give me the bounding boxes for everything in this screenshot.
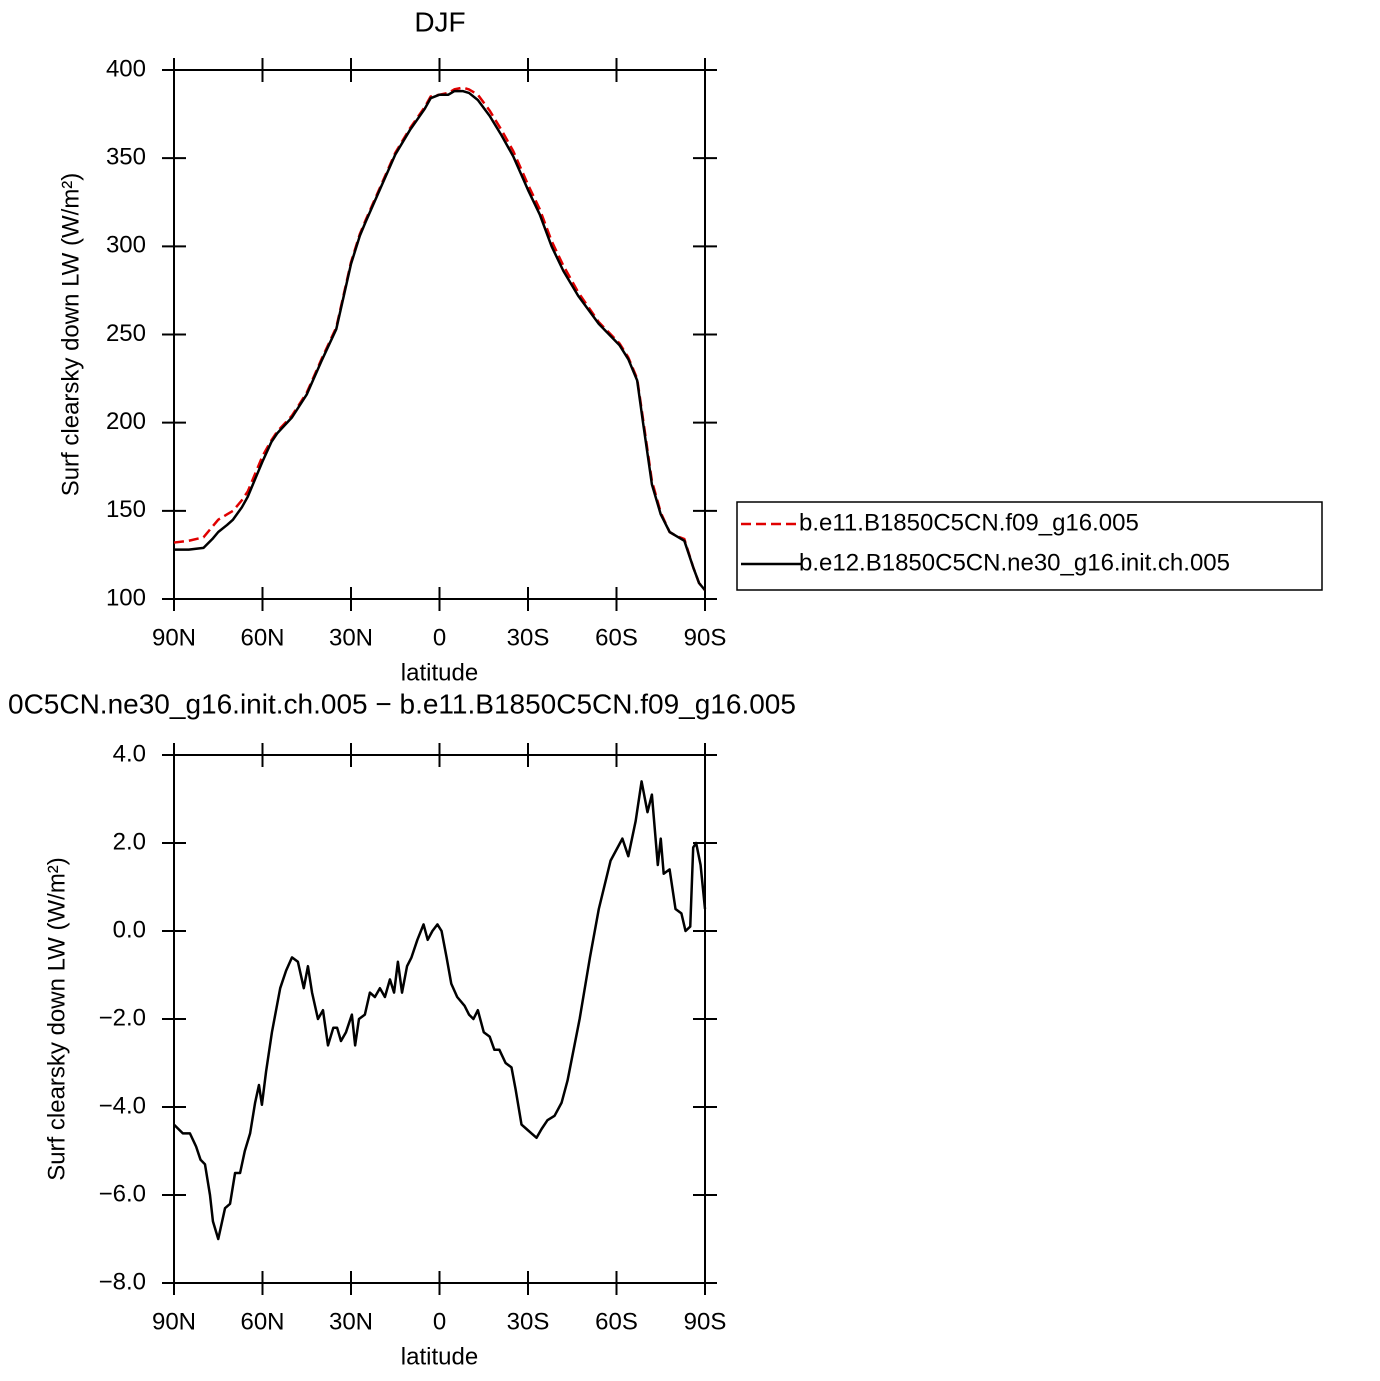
y-tick-label: −4.0 — [99, 1092, 146, 1119]
chart-title: DJF — [414, 6, 465, 37]
x-tick-label: 30N — [329, 1308, 373, 1335]
y-tick-label: 2.0 — [113, 828, 146, 855]
plot-frame — [173, 69, 706, 600]
x-tick-label: 0 — [433, 624, 446, 651]
y-tick-label: 400 — [106, 55, 146, 82]
y-tick-label: −8.0 — [99, 1268, 146, 1295]
legend-label: b.e12.B1850C5CN.ne30_g16.init.ch.005 — [799, 549, 1230, 576]
x-tick-label: 60S — [595, 624, 638, 651]
legend-label: b.e11.B1850C5CN.f09_g16.005 — [799, 509, 1139, 536]
x-tick-label: 60S — [595, 1308, 638, 1335]
x-axis-label: latitude — [401, 1343, 478, 1370]
x-tick-label: 90N — [152, 624, 196, 651]
x-tick-label: 30S — [507, 1308, 550, 1335]
x-tick-label: 90S — [684, 1308, 727, 1335]
x-axis-label: latitude — [401, 659, 478, 686]
y-tick-label: 300 — [106, 232, 146, 259]
y-tick-label: 200 — [106, 408, 146, 435]
chart-title: 0C5CN.ne30_g16.init.ch.005 − b.e11.B1850… — [8, 688, 796, 719]
y-tick-label: −2.0 — [99, 1004, 146, 1031]
y-tick-label: 150 — [106, 496, 146, 523]
y-tick-label: 100 — [106, 584, 146, 611]
plot-frame — [173, 754, 706, 1284]
data-line — [173, 86, 706, 591]
x-tick-label: 90S — [684, 624, 727, 651]
x-tick-label: 30S — [507, 624, 550, 651]
data-line — [173, 780, 707, 1241]
y-tick-label: 4.0 — [113, 740, 146, 767]
x-tick-label: 0 — [433, 1308, 446, 1335]
y-tick-label: 250 — [106, 320, 146, 347]
x-tick-label: 90N — [152, 1308, 196, 1335]
data-line — [174, 89, 706, 591]
legend-box — [736, 501, 1323, 591]
x-tick-label: 30N — [329, 624, 373, 651]
y-tick-label: 0.0 — [113, 916, 146, 943]
y-axis-label: Surf clearsky down LW (W/m²) — [43, 857, 70, 1181]
x-tick-label: 60N — [240, 624, 284, 651]
y-tick-label: −6.0 — [99, 1180, 146, 1207]
y-tick-label: 350 — [106, 144, 146, 171]
x-tick-label: 60N — [240, 1308, 284, 1335]
y-axis-label: Surf clearsky down LW (W/m²) — [57, 173, 84, 497]
